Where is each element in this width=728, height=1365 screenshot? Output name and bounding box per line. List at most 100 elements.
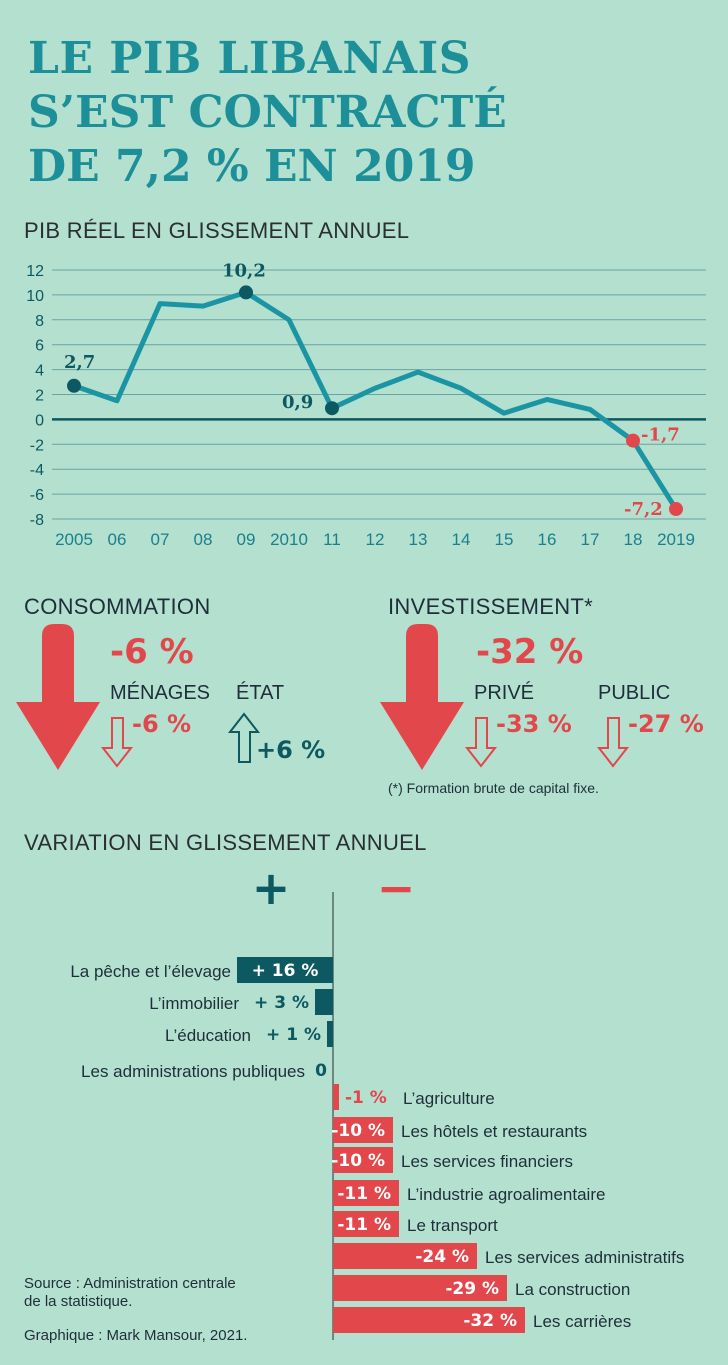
bar-positive bbox=[315, 989, 333, 1015]
prive-label: PRIVÉ bbox=[474, 682, 535, 704]
x-tick-label: 18 bbox=[624, 530, 643, 549]
y-tick-label: 4 bbox=[35, 363, 44, 380]
bar-category-label: Les services financiers bbox=[401, 1152, 573, 1171]
line-chart: 12 10 8 6 4 2 0 -2 -4 -6 -8 2005 06 07 08 09 2010 11 12 13 1… bbox=[26, 260, 706, 549]
bar-value-label: -32 % bbox=[463, 1311, 517, 1331]
x-tick-label: 17 bbox=[581, 530, 600, 549]
bar-value-label: + 1 % bbox=[266, 1025, 321, 1045]
x-tick-label: 2010 bbox=[270, 530, 308, 549]
bar-category-label: L’industrie agroalimentaire bbox=[407, 1185, 605, 1204]
prive-value: -33 % bbox=[496, 710, 572, 738]
source-line-1: Source : Administration centrale bbox=[24, 1275, 236, 1292]
bar-value-label: -29 % bbox=[445, 1279, 499, 1299]
x-tick-label: 12 bbox=[366, 530, 385, 549]
data-label: 2,7 bbox=[64, 352, 95, 373]
y-tick-label: 2 bbox=[35, 388, 44, 405]
x-tick-label: 11 bbox=[323, 530, 341, 549]
legend-plus-label: + bbox=[252, 861, 291, 915]
y-tick-label: 10 bbox=[26, 288, 44, 305]
x-tick-label: 2005 bbox=[55, 530, 93, 549]
data-label: 0,9 bbox=[282, 392, 313, 413]
investissement-arrow-icon bbox=[380, 624, 630, 770]
bar-value-label: -10 % bbox=[331, 1151, 385, 1171]
x-tick-label: 15 bbox=[495, 530, 514, 549]
page-title: LE PIB LIBANAIS S’EST CONTRACTÉ DE 7,2 %… bbox=[28, 32, 507, 194]
bar-value-label: -1 % bbox=[345, 1088, 387, 1108]
x-tick-label: 08 bbox=[194, 530, 213, 549]
line-chart-title: PIB RÉEL EN GLISSEMENT ANNUEL bbox=[24, 218, 410, 243]
menages-label: MÉNAGES bbox=[110, 682, 211, 704]
etat-label: ÉTAT bbox=[236, 682, 285, 704]
bar-negative bbox=[333, 1211, 399, 1237]
data-label: -1,7 bbox=[641, 425, 680, 446]
bar-chart-title: VARIATION EN GLISSEMENT ANNUEL bbox=[24, 830, 427, 855]
consommation-total: -6 % bbox=[110, 632, 194, 672]
bar-category-label: Les hôtels et restaurants bbox=[401, 1122, 587, 1141]
x-tick-label: 07 bbox=[151, 530, 170, 549]
bar-category-label: Les carrières bbox=[533, 1312, 631, 1331]
bar-negative bbox=[333, 1307, 525, 1333]
x-tick-label: 06 bbox=[108, 530, 127, 549]
public-value: -27 % bbox=[628, 710, 704, 738]
bar-category-label: L’éducation bbox=[165, 1026, 251, 1045]
title-line-3: DE 7,2 % EN 2019 bbox=[28, 141, 476, 192]
y-tick-label: -2 bbox=[30, 437, 44, 454]
menages-value: -6 % bbox=[132, 710, 192, 738]
bar-category-label: La pêche et l’élevage bbox=[70, 962, 231, 981]
y-tick-label: 12 bbox=[26, 263, 44, 280]
x-tick-label: 09 bbox=[237, 530, 256, 549]
bar-positive bbox=[327, 1021, 333, 1047]
public-label: PUBLIC bbox=[598, 682, 671, 704]
gdp-series-line bbox=[71, 289, 679, 512]
bar-category-label: Les administrations publiques bbox=[81, 1062, 305, 1081]
bar-category-label: Le transport bbox=[407, 1216, 498, 1235]
data-point-marker bbox=[239, 285, 253, 300]
bar-value-label: -11 % bbox=[337, 1215, 391, 1235]
investissement-total: -32 % bbox=[476, 632, 584, 672]
bar-category-label: L’agriculture bbox=[403, 1089, 495, 1108]
bar-category-label: Les services administratifs bbox=[485, 1248, 684, 1267]
x-tick-label: 14 bbox=[452, 530, 471, 549]
data-point-marker bbox=[325, 401, 339, 416]
bar-value-label: -24 % bbox=[415, 1247, 469, 1267]
bar-negative bbox=[333, 1243, 477, 1269]
data-point-marker bbox=[669, 502, 683, 517]
bar-negative bbox=[333, 1117, 393, 1143]
bar-category-label: L’immobilier bbox=[149, 994, 239, 1013]
bar-value-label: -10 % bbox=[331, 1121, 385, 1141]
etat-value: +6 % bbox=[256, 736, 326, 764]
y-tick-label: 6 bbox=[35, 338, 44, 355]
y-tick-label: -8 bbox=[30, 512, 44, 529]
consommation-title: CONSOMMATION bbox=[24, 594, 211, 619]
y-tick-label: -4 bbox=[30, 462, 44, 479]
data-label: -7,2 bbox=[624, 499, 663, 520]
bar-value-label: + 3 % bbox=[254, 993, 309, 1013]
x-tick-label: 2019 bbox=[657, 530, 695, 549]
bar-negative bbox=[333, 1275, 507, 1301]
consommation-arrow-icon bbox=[16, 624, 261, 770]
source-line-2: de la statistique. bbox=[24, 1293, 133, 1310]
data-label: 10,2 bbox=[222, 260, 266, 281]
data-point-marker bbox=[626, 433, 640, 448]
title-line-1: LE PIB LIBANAIS bbox=[28, 33, 472, 84]
bar-value-label: -11 % bbox=[337, 1184, 391, 1204]
bar-negative bbox=[333, 1180, 399, 1206]
bar-positive bbox=[237, 957, 333, 983]
bar-value-label: 0 bbox=[315, 1061, 327, 1081]
y-tick-label: 8 bbox=[35, 313, 44, 330]
investissement-title: INVESTISSEMENT* bbox=[388, 594, 593, 619]
x-tick-label: 16 bbox=[538, 530, 557, 549]
y-tick-label: 0 bbox=[35, 412, 44, 429]
bar-value-label: + 16 % bbox=[252, 961, 319, 981]
x-tick-label: 13 bbox=[409, 530, 428, 549]
y-tick-label: -6 bbox=[30, 487, 44, 504]
title-line-2: S’EST CONTRACTÉ bbox=[28, 87, 507, 138]
investissement-footnote: (*) Formation brute de capital fixe. bbox=[388, 780, 599, 796]
bar-negative bbox=[333, 1084, 339, 1110]
source-note: Source : Administration centrale de la s… bbox=[24, 1275, 236, 1311]
legend-minus-label: − bbox=[377, 861, 416, 915]
data-point-marker bbox=[67, 378, 81, 393]
bar-category-label: La construction bbox=[515, 1280, 630, 1299]
graphic-credit: Graphique : Mark Mansour, 2021. bbox=[24, 1327, 248, 1344]
